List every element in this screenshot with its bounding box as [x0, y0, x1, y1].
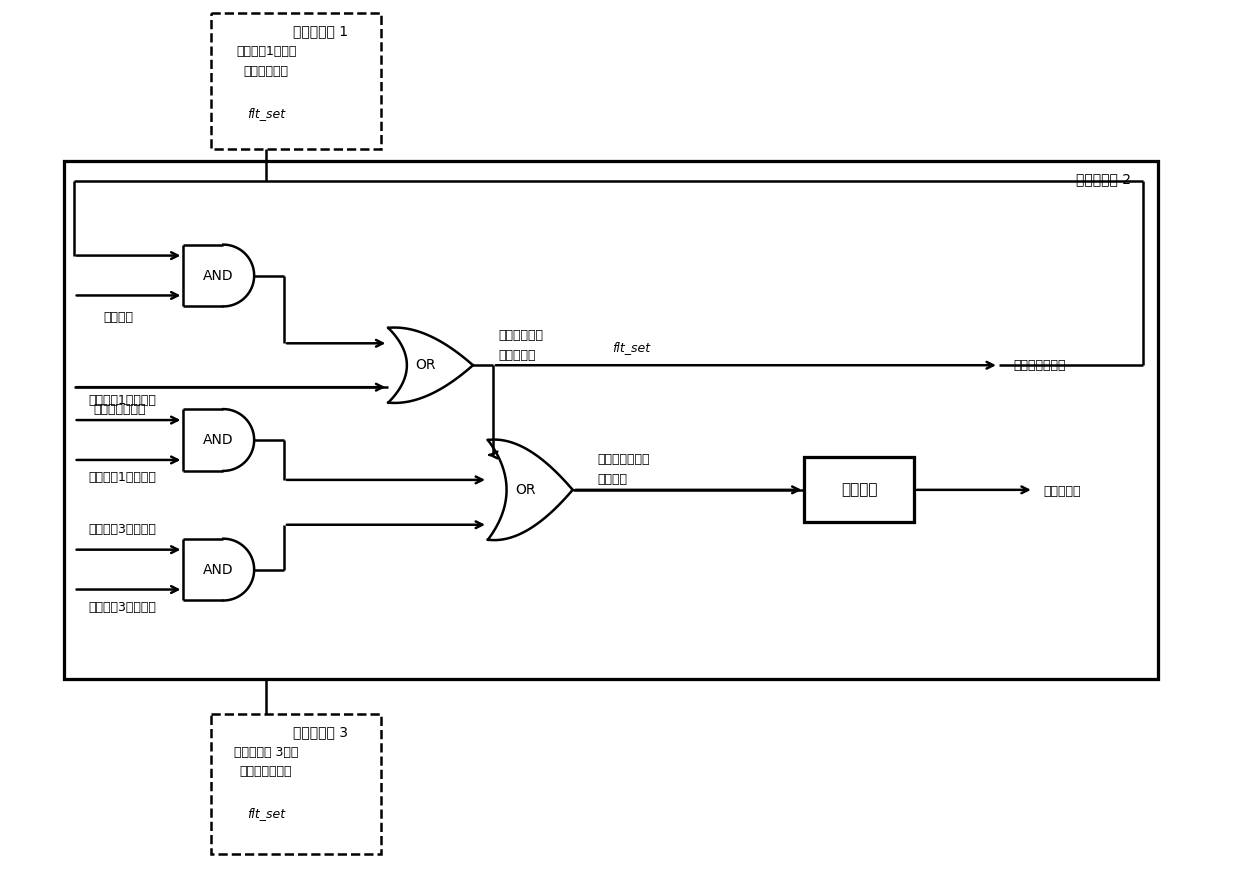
Text: 飞控计算机 2: 飞控计算机 2: [1076, 172, 1131, 185]
Text: flt_set: flt_set: [247, 107, 285, 119]
Text: 飞控计算1综合后: 飞控计算1综合后: [236, 45, 296, 57]
Text: 本通道故障信息: 本通道故障信息: [94, 403, 146, 416]
Text: 后的本故障信息: 后的本故障信息: [239, 766, 293, 779]
Text: 飞控计算机 3综合: 飞控计算机 3综合: [234, 745, 299, 758]
Text: OR: OR: [415, 358, 436, 373]
Text: 飞控计算机 1: 飞控计算机 1: [294, 25, 348, 38]
Text: 同步信号: 同步信号: [104, 311, 134, 324]
Text: flt_set: flt_set: [613, 341, 651, 354]
Text: 故障信息: 故障信息: [598, 473, 627, 487]
Text: 的本故障信息: 的本故障信息: [243, 64, 289, 78]
Text: 飞控计算3有效标志: 飞控计算3有效标志: [89, 601, 156, 614]
Text: 飞控计算3故障信息: 飞控计算3故障信息: [89, 524, 156, 536]
Text: 故障锁存: 故障锁存: [841, 482, 878, 497]
Text: AND: AND: [203, 562, 233, 577]
Text: flt_set: flt_set: [247, 807, 285, 820]
Text: AND: AND: [203, 433, 233, 447]
Text: 发送至其他通道: 发送至其他通道: [1014, 358, 1066, 372]
Text: 综合后的本通: 综合后的本通: [498, 328, 543, 342]
Text: 飞控计算机 3: 飞控计算机 3: [294, 725, 348, 739]
Text: 飞控计算1有效标志: 飞控计算1有效标志: [89, 472, 156, 485]
Text: 各通道综合后的: 各通道综合后的: [598, 454, 650, 466]
Text: 飞控计算1故障信息: 飞控计算1故障信息: [89, 394, 156, 407]
Text: OR: OR: [515, 483, 536, 497]
Text: 锁存的故障: 锁存的故障: [1044, 486, 1081, 498]
Text: AND: AND: [203, 268, 233, 283]
Text: 道故障信息: 道故障信息: [498, 349, 536, 362]
